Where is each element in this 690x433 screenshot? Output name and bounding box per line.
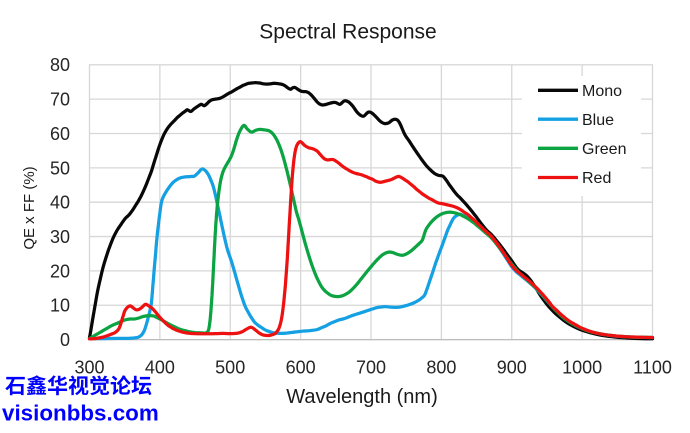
svg-text:Red: Red (582, 170, 611, 187)
svg-text:70: 70 (50, 90, 70, 110)
svg-text:Blue: Blue (582, 112, 614, 129)
svg-text:50: 50 (50, 158, 70, 178)
svg-text:400: 400 (145, 357, 175, 377)
svg-text:40: 40 (50, 193, 70, 213)
svg-text:300: 300 (74, 357, 104, 377)
svg-text:600: 600 (286, 357, 316, 377)
svg-text:80: 80 (50, 55, 70, 75)
svg-text:visionbbs.com: visionbbs.com (2, 401, 159, 426)
svg-text:Wavelength (nm): Wavelength (nm) (286, 386, 438, 408)
svg-text:30: 30 (50, 227, 70, 247)
svg-text:Spectral Response: Spectral Response (259, 20, 436, 43)
svg-text:QE x FF (%): QE x FF (%) (21, 166, 38, 249)
svg-text:500: 500 (215, 357, 245, 377)
svg-text:700: 700 (356, 357, 386, 377)
svg-text:1100: 1100 (633, 357, 672, 377)
svg-text:900: 900 (497, 357, 527, 377)
svg-text:60: 60 (50, 124, 70, 144)
svg-text:1000: 1000 (562, 357, 602, 377)
svg-text:Mono: Mono (582, 83, 622, 100)
svg-text:800: 800 (426, 357, 456, 377)
svg-text:20: 20 (50, 261, 70, 281)
svg-text:0: 0 (60, 330, 70, 350)
svg-text:Green: Green (582, 141, 626, 158)
svg-text:10: 10 (50, 296, 70, 316)
